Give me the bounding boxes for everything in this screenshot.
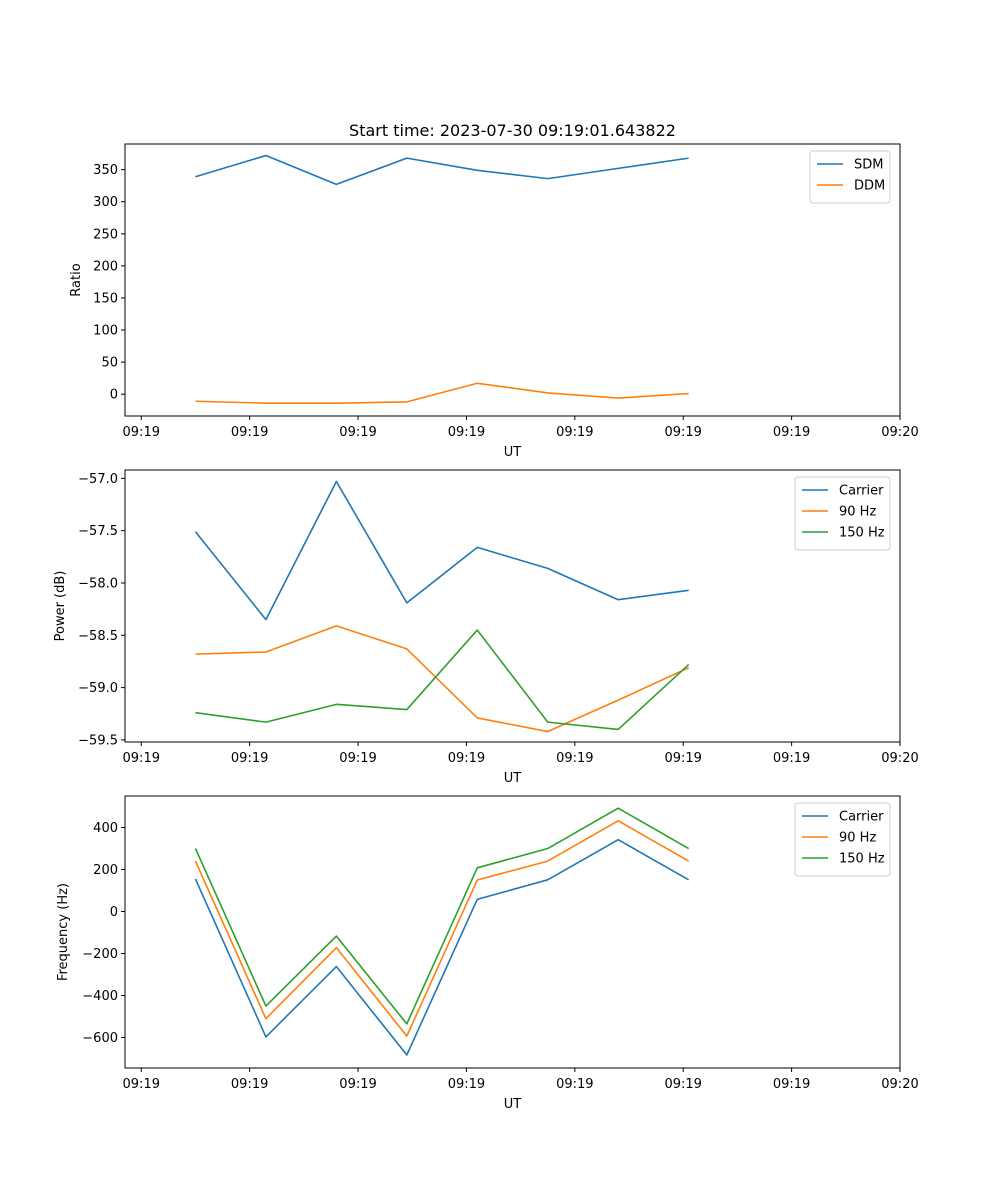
x-tick-label: 09:19 — [123, 425, 160, 440]
y-tick-label: 400 — [93, 821, 118, 836]
series-line-90-hz — [195, 625, 689, 733]
frequency-panel: 09:19 09:19 09:19 09:19 09:19 09:19 09:19 09:20… — [56, 795, 919, 1112]
y-tick-label: 50 — [101, 356, 118, 371]
x-tick-label: 09:19 — [664, 1077, 701, 1092]
y-tick-label: −600 — [82, 1031, 118, 1046]
x-tick-label: 09:19 — [773, 425, 810, 440]
y-axis-label: Power (dB) — [53, 571, 68, 642]
series-line-carrier — [194, 838, 690, 1056]
x-tick-label: 09:19 — [664, 425, 701, 440]
series-line-150-hz — [194, 807, 690, 1025]
series-line-150-hz — [195, 629, 690, 731]
y-tick-label: 350 — [93, 163, 118, 178]
y-tick-label: 150 — [93, 291, 118, 306]
series-line-ddm — [195, 382, 689, 404]
legend-label: DDM — [854, 179, 885, 194]
x-tick-label: 09:19 — [556, 425, 593, 440]
y-axis-label: Ratio — [69, 263, 84, 296]
x-tick-label: 09:19 — [448, 425, 485, 440]
legend: Carrier 90 Hz 150 Hz — [794, 476, 891, 551]
series-line-carrier — [194, 480, 689, 621]
x-tick-label: 09:19 — [448, 751, 485, 766]
x-tick-label: 09:19 — [123, 751, 160, 766]
x-tick-label: 09:19 — [339, 1077, 376, 1092]
y-tick-label: −57.5 — [78, 524, 118, 539]
series-line-90-hz — [194, 819, 690, 1037]
x-tick-label: 09:19 — [773, 1077, 810, 1092]
y-tick-label: −200 — [82, 947, 118, 962]
legend-label: 90 Hz — [839, 831, 876, 846]
y-tick-label: 200 — [93, 863, 118, 878]
y-tick-label: −59.0 — [78, 681, 118, 696]
plot-frame — [124, 143, 901, 417]
x-tick-label: 09:19 — [339, 751, 376, 766]
y-tick-label: 100 — [93, 324, 118, 339]
x-axis-label: UT — [504, 445, 522, 460]
y-tick-label: −58.5 — [78, 629, 118, 644]
x-tick-label: 09:19 — [123, 1077, 160, 1092]
legend-label: Carrier — [839, 810, 884, 825]
x-tick-label: 09:20 — [881, 751, 918, 766]
x-tick-label: 09:19 — [231, 751, 268, 766]
x-tick-label: 09:19 — [556, 1077, 593, 1092]
legend-label: 150 Hz — [839, 526, 885, 541]
series-line-sdm — [195, 154, 689, 186]
y-tick-label: −59.5 — [78, 733, 118, 748]
y-tick-label: 0 — [110, 905, 118, 920]
x-tick-label: 09:19 — [773, 751, 810, 766]
y-tick-label: 0 — [110, 388, 118, 403]
x-tick-label: 09:19 — [556, 751, 593, 766]
x-tick-label: 09:19 — [339, 425, 376, 440]
legend-label: 150 Hz — [839, 852, 885, 867]
x-tick-label: 09:19 — [231, 425, 268, 440]
plot-frame — [124, 469, 901, 743]
legend: SDM DDM — [809, 150, 891, 204]
chart-title: Start time: 2023-07-30 09:19:01.643822 — [349, 121, 676, 140]
y-tick-label: 200 — [93, 259, 118, 274]
legend-label: SDM — [854, 158, 883, 173]
y-tick-label: −400 — [82, 989, 118, 1004]
y-tick-label: −57.0 — [78, 472, 118, 487]
x-axis-label: UT — [504, 1097, 522, 1112]
legend: Carrier 90 Hz 150 Hz — [794, 802, 891, 877]
x-tick-label: 09:19 — [448, 1077, 485, 1092]
x-tick-label: 09:20 — [881, 425, 918, 440]
y-tick-label: −58.0 — [78, 576, 118, 591]
x-tick-label: 09:19 — [231, 1077, 268, 1092]
x-axis-label: UT — [504, 771, 522, 786]
x-tick-label: 09:20 — [881, 1077, 918, 1092]
y-tick-label: 300 — [93, 195, 118, 210]
plot-frame — [124, 795, 901, 1069]
y-axis-label: Frequency (Hz) — [56, 883, 71, 981]
x-tick-label: 09:19 — [664, 751, 701, 766]
y-tick-label: 250 — [93, 227, 118, 242]
legend-label: 90 Hz — [839, 505, 876, 520]
legend-label: Carrier — [839, 484, 884, 499]
power-panel: 09:19 09:19 09:19 09:19 09:19 09:19 09:19 09:20… — [53, 469, 919, 786]
ratio-panel: Start time: 2023-07-30 09:19:01.643822 09… — [69, 121, 919, 460]
